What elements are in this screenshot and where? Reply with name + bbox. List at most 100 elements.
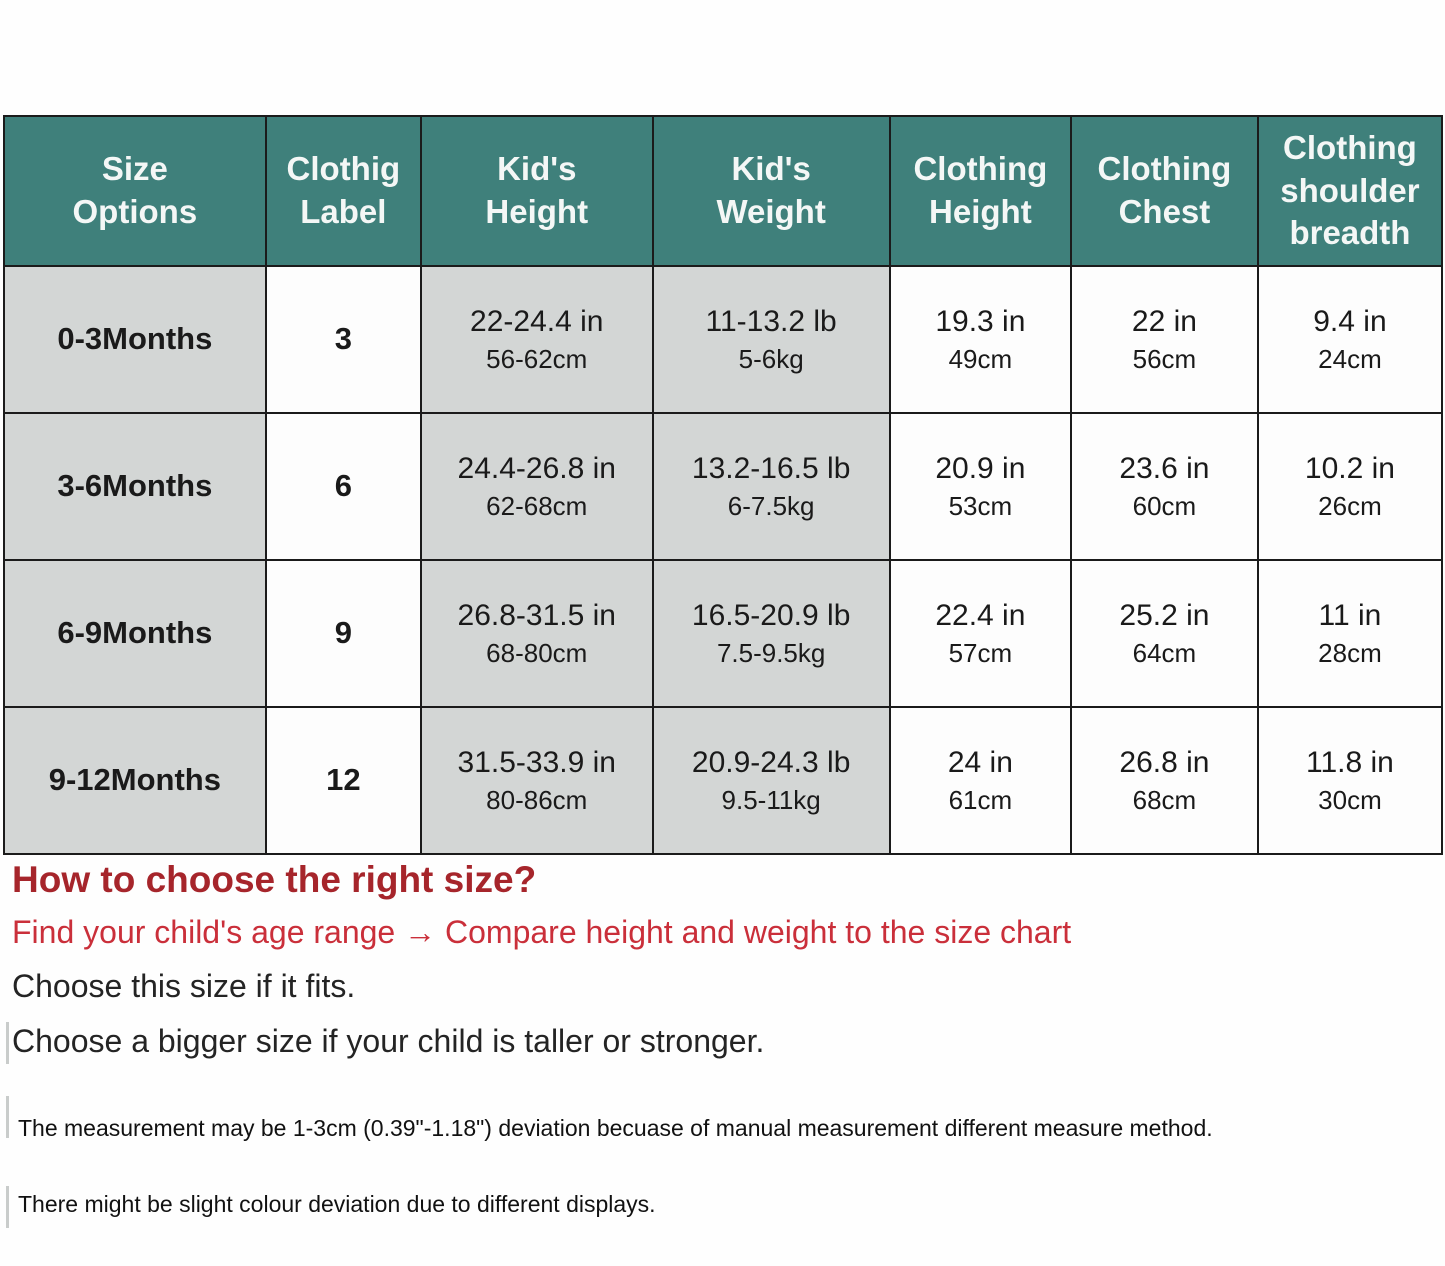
choose-size-instruction: Choose this size if it fits. [12,967,356,1004]
cell-subtext: 62-68cm [486,491,588,522]
cell-kids-weight: 20.9-24.3 lb 9.5-11kg [651,706,891,855]
header-kids-height: Kid's Height [420,115,654,267]
cell-subtext: 53cm [948,491,1013,522]
left-edge-mark [6,1022,9,1064]
cell-text: 9 [334,615,352,651]
cell-subtext: 68cm [1132,785,1197,816]
cell-text: 3 [334,321,352,357]
cell-clothing-shoulder: 11.8 in 30cm [1256,706,1444,855]
cell-size-option: 3-6Months [3,412,267,561]
header-line: Height [485,193,589,230]
cell-text: 22 in [1131,305,1197,339]
cell-kids-height: 24.4-26.8 in 62-68cm [420,412,654,561]
cell-subtext: 30cm [1318,785,1382,816]
cell-subtext: 61cm [948,785,1013,816]
sizing-notes: How to choose the right size? Find your … [12,858,1432,1266]
header-line: breadth [1289,214,1411,252]
cell-subtext: 24cm [1318,344,1382,375]
cell-text: 11.8 in [1306,746,1394,780]
cell-clothing-label: 3 [264,265,423,414]
header-size-options: Size Options [3,115,267,267]
header-line: Label [300,193,387,230]
cell-clothing-label: 6 [264,412,423,561]
cell-kids-weight: 11-13.2 lb 5-6kg [651,265,891,414]
header-kids-weight: Kid's Weight [651,115,891,267]
header-line: Options [72,193,198,230]
size-chart-page: Size Options Clothig Label Kid's Height … [3,115,1444,1228]
cell-text: 9.4 in [1313,305,1387,339]
table-row: 0-3Months 3 22-24.4 in 56-62cm 11-13.2 lb… [3,265,1444,414]
header-row: Size Options Clothig Label Kid's Height … [3,115,1444,267]
cell-subtext: 68-80cm [486,638,588,669]
choose-bigger-instruction: Choose a bigger size if your child is ta… [12,1022,765,1059]
cell-text: 19.3 in [935,305,1026,339]
cell-kids-weight: 16.5-20.9 lb 7.5-9.5kg [651,559,891,708]
cell-subtext: 49cm [948,344,1013,375]
header-line: Clothing [1283,128,1417,166]
cell-text: 22.4 in [935,599,1026,633]
header-line: Clothing [913,150,1048,188]
cell-kids-height: 22-24.4 in 56-62cm [420,265,654,414]
cell-kids-height: 26.8-31.5 in 68-80cm [420,559,654,708]
cell-text: 11-13.2 lb [705,305,837,339]
table-row: 9-12Months 12 31.5-33.9 in 80-86cm 20.9-2… [3,706,1444,855]
cell-clothing-height: 20.9 in 53cm [888,412,1072,561]
header-line: Size [101,150,168,188]
header-clothing-height: Clothing Height [888,115,1072,267]
cell-text: 24 in [947,746,1013,780]
left-edge-mark [6,1186,9,1228]
cell-clothing-label: 12 [264,706,423,855]
header-clothing-chest: Clothing Chest [1069,115,1259,267]
cell-clothing-chest: 23.6 in 60cm [1069,412,1259,561]
header-line: Kid's [497,150,577,188]
cell-clothing-shoulder: 10.2 in 26cm [1256,412,1444,561]
cell-subtext: 7.5-9.5kg [716,638,826,669]
cell-text: 31.5-33.9 in [457,746,616,780]
cell-clothing-height: 22.4 in 57cm [888,559,1072,708]
cell-text: 12 [326,762,361,798]
size-chart-table: Size Options Clothig Label Kid's Height … [3,115,1444,855]
header-line: Kid's [731,150,811,188]
cell-text: 9-12Months [48,762,221,798]
cell-subtext: 9.5-11kg [721,785,821,816]
cell-subtext: 26cm [1318,491,1382,522]
cell-subtext: 64cm [1132,638,1197,669]
header-line: shoulder [1280,171,1420,209]
cell-text: 6-9Months [57,615,213,651]
cell-text: 24.4-26.8 in [457,452,616,486]
cell-text: 0-3Months [57,321,213,357]
cell-text: 26.8 in [1119,746,1210,780]
colour-deviation-note: There might be slight colour deviation d… [18,1191,656,1218]
cell-subtext: 28cm [1318,638,1382,669]
cell-subtext: 57cm [948,638,1013,669]
cell-text: 6 [334,468,352,504]
cell-text: 13.2-16.5 lb [691,452,851,486]
measurement-deviation-note: The measurement may be 1-3cm (0.39"-1.18… [18,1115,1213,1142]
cell-subtext: 60cm [1132,491,1197,522]
header-line: Chest [1118,193,1211,230]
cell-clothing-label: 9 [264,559,423,708]
left-edge-mark [6,1096,9,1138]
cell-clothing-shoulder: 11 in 28cm [1256,559,1444,708]
cell-text: 10.2 in [1304,452,1395,486]
cell-text: 20.9 in [935,452,1026,486]
cell-subtext: 56-62cm [486,344,588,375]
header-line: Clothig [286,150,401,188]
cell-text: 26.8-31.5 in [457,599,616,633]
cell-size-option: 9-12Months [3,706,267,855]
header-clothing-shoulder-breadth: Clothing shoulder breadth [1256,115,1444,267]
table-row: 6-9Months 9 26.8-31.5 in 68-80cm 16.5-20.… [3,559,1444,708]
header-line: Weight [716,193,826,230]
cell-clothing-chest: 26.8 in 68cm [1069,706,1259,855]
cell-kids-weight: 13.2-16.5 lb 6-7.5kg [651,412,891,561]
cell-clothing-chest: 22 in 56cm [1069,265,1259,414]
cell-clothing-chest: 25.2 in 64cm [1069,559,1259,708]
cell-text: 16.5-20.9 lb [691,599,851,633]
header-line: Height [929,193,1032,230]
cell-text: 3-6Months [57,468,213,504]
header-clothing-label: Clothig Label [264,115,423,267]
cell-subtext: 5-6kg [738,344,804,375]
cell-text: 11 in [1318,599,1382,633]
how-to-choose-heading: How to choose the right size? [12,859,537,900]
header-line: Clothing [1097,150,1232,188]
